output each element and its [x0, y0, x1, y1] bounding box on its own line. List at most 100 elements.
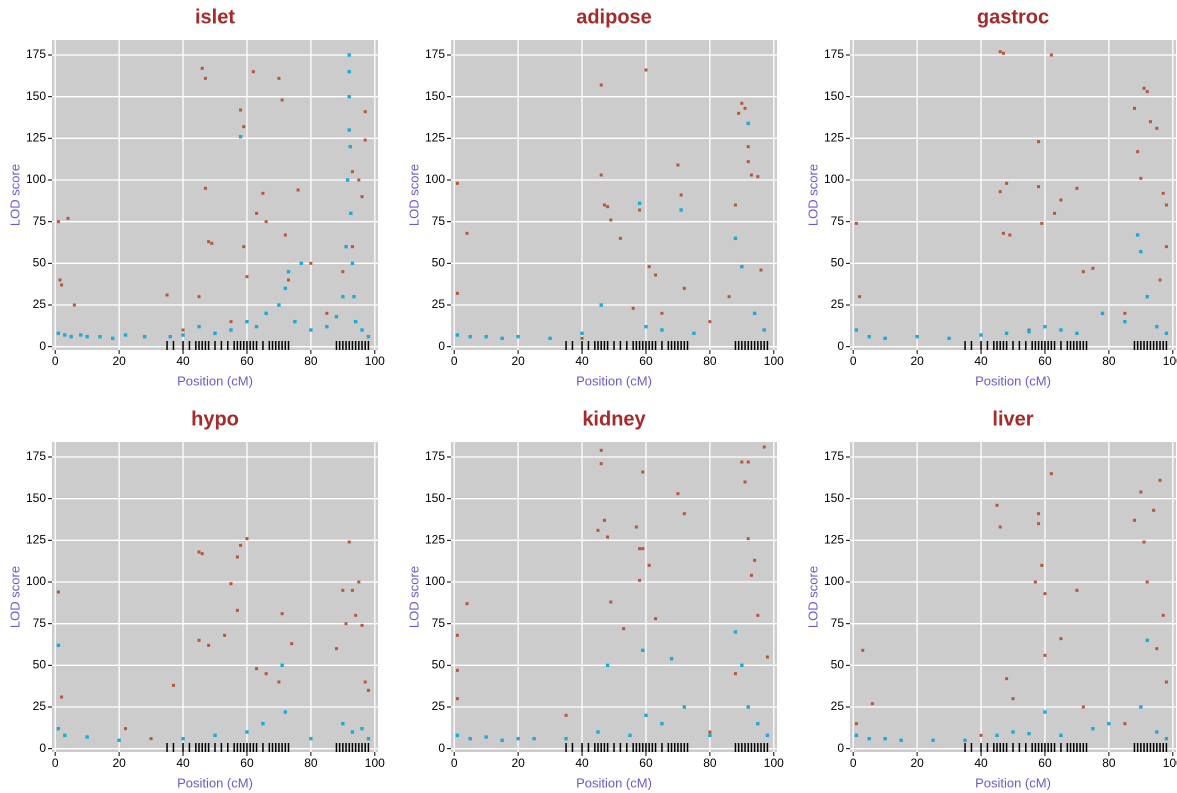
y-tick-label: 25	[831, 699, 845, 713]
point	[347, 69, 351, 74]
point	[564, 736, 568, 741]
point	[360, 195, 364, 199]
point	[1148, 120, 1152, 124]
point	[854, 221, 858, 225]
point	[181, 333, 185, 337]
point	[66, 216, 70, 220]
point	[998, 50, 1002, 54]
point	[500, 336, 504, 341]
y-tick-label: 175	[26, 47, 46, 61]
point	[197, 638, 201, 642]
point	[1043, 324, 1047, 329]
point	[56, 220, 60, 224]
point	[63, 333, 67, 337]
point	[1139, 490, 1143, 494]
point	[1081, 705, 1085, 709]
point	[1164, 203, 1168, 207]
y-tick-label: 100	[824, 172, 844, 186]
point	[1139, 249, 1143, 254]
point	[1100, 311, 1105, 316]
point	[1043, 653, 1047, 657]
point	[660, 328, 664, 332]
point	[963, 738, 967, 743]
point	[660, 721, 664, 726]
point	[1037, 185, 1041, 189]
point	[1164, 331, 1169, 336]
point	[56, 590, 60, 594]
point	[740, 460, 744, 464]
y-axis-label: LOD score	[406, 566, 421, 628]
point	[465, 231, 469, 235]
point	[286, 269, 291, 274]
point	[264, 220, 268, 224]
point	[207, 643, 211, 647]
point	[762, 445, 766, 449]
point	[1132, 106, 1136, 110]
point	[654, 273, 658, 277]
x-tick-label: 100	[1163, 354, 1177, 368]
point	[484, 735, 488, 739]
point	[325, 324, 329, 329]
panel-title: gastroc	[977, 6, 1049, 28]
point	[341, 721, 345, 726]
point	[207, 240, 211, 244]
point	[599, 303, 603, 307]
point	[641, 648, 645, 653]
point	[165, 293, 169, 297]
point	[98, 334, 102, 339]
point	[756, 175, 760, 179]
panel-title: kidney	[582, 408, 646, 430]
x-tick-label: 100	[764, 756, 784, 770]
point	[654, 617, 658, 621]
point	[455, 181, 459, 185]
point	[242, 245, 246, 249]
point	[1164, 736, 1169, 741]
point	[197, 295, 201, 299]
point	[1139, 176, 1143, 180]
point	[468, 334, 472, 339]
point	[883, 736, 887, 741]
x-tick-label: 80	[703, 354, 717, 368]
point	[255, 667, 259, 671]
y-tick-label: 175	[425, 47, 445, 61]
point	[85, 334, 89, 339]
point	[299, 261, 303, 266]
x-axis-label: Position (cM)	[576, 373, 652, 388]
point	[660, 311, 664, 315]
point	[309, 328, 313, 332]
x-tick-label: 100	[764, 354, 784, 368]
point	[998, 525, 1002, 529]
point	[366, 736, 371, 741]
y-tick-label: 50	[432, 658, 446, 672]
x-tick-label: 20	[112, 354, 126, 368]
y-tick-label: 0	[438, 339, 445, 353]
point	[229, 328, 233, 332]
point	[1145, 580, 1149, 584]
panel-title: hypo	[191, 408, 239, 430]
y-tick-label: 150	[824, 89, 844, 103]
point	[628, 733, 632, 738]
point	[60, 695, 64, 699]
point	[599, 448, 603, 452]
point	[350, 588, 354, 592]
x-tick-label: 60	[639, 756, 653, 770]
point	[341, 294, 345, 299]
plot-area	[451, 40, 777, 350]
point	[883, 336, 887, 341]
y-tick-label: 75	[831, 616, 845, 630]
point	[293, 319, 297, 324]
point	[1142, 86, 1146, 90]
y-tick-label: 125	[824, 533, 844, 547]
y-tick-label: 125	[824, 131, 844, 145]
point	[283, 233, 287, 237]
point	[455, 668, 459, 672]
y-tick-label: 125	[425, 533, 445, 547]
point	[743, 480, 747, 484]
point	[692, 331, 696, 336]
point	[200, 552, 204, 556]
point	[756, 613, 760, 617]
point	[455, 291, 459, 295]
y-tick-label: 100	[26, 574, 46, 588]
point	[1123, 319, 1127, 324]
point	[1049, 53, 1053, 57]
